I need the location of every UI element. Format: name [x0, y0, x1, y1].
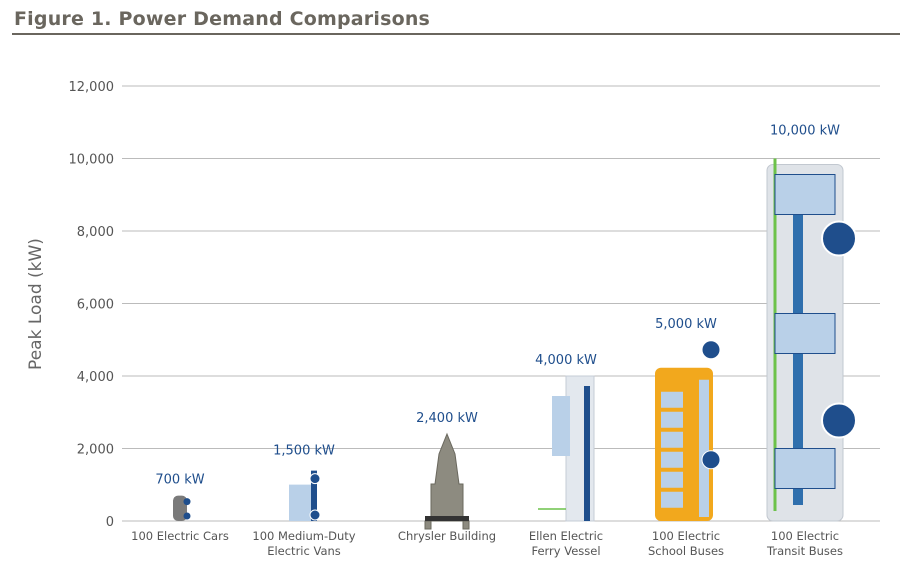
y-tick-label: 10,000 — [69, 153, 115, 168]
category-label: School Buses — [648, 544, 724, 558]
wheel — [821, 220, 857, 257]
y-tick-label: 0 — [106, 515, 114, 530]
wheel — [309, 473, 321, 485]
category-label: Chrysler Building — [398, 529, 496, 543]
data-label: 1,500 kW — [273, 444, 335, 459]
category-label: 100 Electric Cars — [131, 529, 229, 543]
bus-window — [774, 448, 836, 489]
wheel — [183, 498, 191, 506]
bus-window — [661, 431, 683, 448]
y-tick-label: 2,000 — [77, 443, 114, 458]
category-label: Transit Buses — [766, 544, 843, 558]
category-label: 100 Electric — [771, 529, 839, 543]
ferry-stripe — [584, 386, 590, 521]
wheel — [701, 450, 721, 470]
wheel — [183, 512, 191, 520]
bus-window — [661, 451, 683, 468]
bus-window — [661, 471, 683, 488]
data-label: 5,000 kW — [655, 317, 717, 332]
category-label: Ellen Electric — [529, 529, 603, 543]
y-tick-label: 4,000 — [77, 370, 114, 385]
bus-window — [774, 174, 836, 215]
wheel — [821, 402, 857, 439]
bus-door — [699, 379, 709, 517]
building-icon — [424, 432, 470, 530]
bar — [173, 495, 187, 521]
category-label: 100 Electric — [652, 529, 720, 543]
bus-window — [774, 313, 836, 354]
category-label: Ferry Vessel — [531, 544, 600, 558]
y-axis-label: Peak Load (kW) — [26, 238, 46, 370]
bus-window — [661, 411, 683, 428]
chart-title: Figure 1. Power Demand Comparisons — [14, 8, 431, 30]
data-label: 10,000 kW — [770, 124, 840, 139]
category-label: Electric Vans — [267, 544, 341, 558]
car-icon — [173, 495, 191, 521]
y-tick-label: 8,000 — [77, 225, 114, 240]
title-divider — [12, 33, 900, 35]
category-label: 100 Medium-Duty — [252, 529, 355, 543]
y-tick-label: 6,000 — [77, 298, 114, 313]
ferry-icon — [538, 375, 595, 522]
wheel — [309, 509, 321, 521]
transit-bus-icon — [766, 158, 857, 522]
data-label: 2,400 kW — [416, 411, 478, 426]
bar — [289, 484, 313, 521]
y-tick-label: 12,000 — [69, 80, 115, 95]
wheel — [701, 340, 721, 360]
ferry-bridge — [552, 396, 570, 456]
bus-window — [661, 391, 683, 408]
data-label: 700 kW — [155, 473, 204, 488]
van-icon — [289, 470, 321, 521]
bus-window — [661, 491, 683, 508]
building-base — [425, 516, 469, 521]
data-label: 4,000 kW — [535, 353, 597, 368]
school-bus-icon — [655, 340, 721, 521]
van-cab — [311, 470, 317, 521]
